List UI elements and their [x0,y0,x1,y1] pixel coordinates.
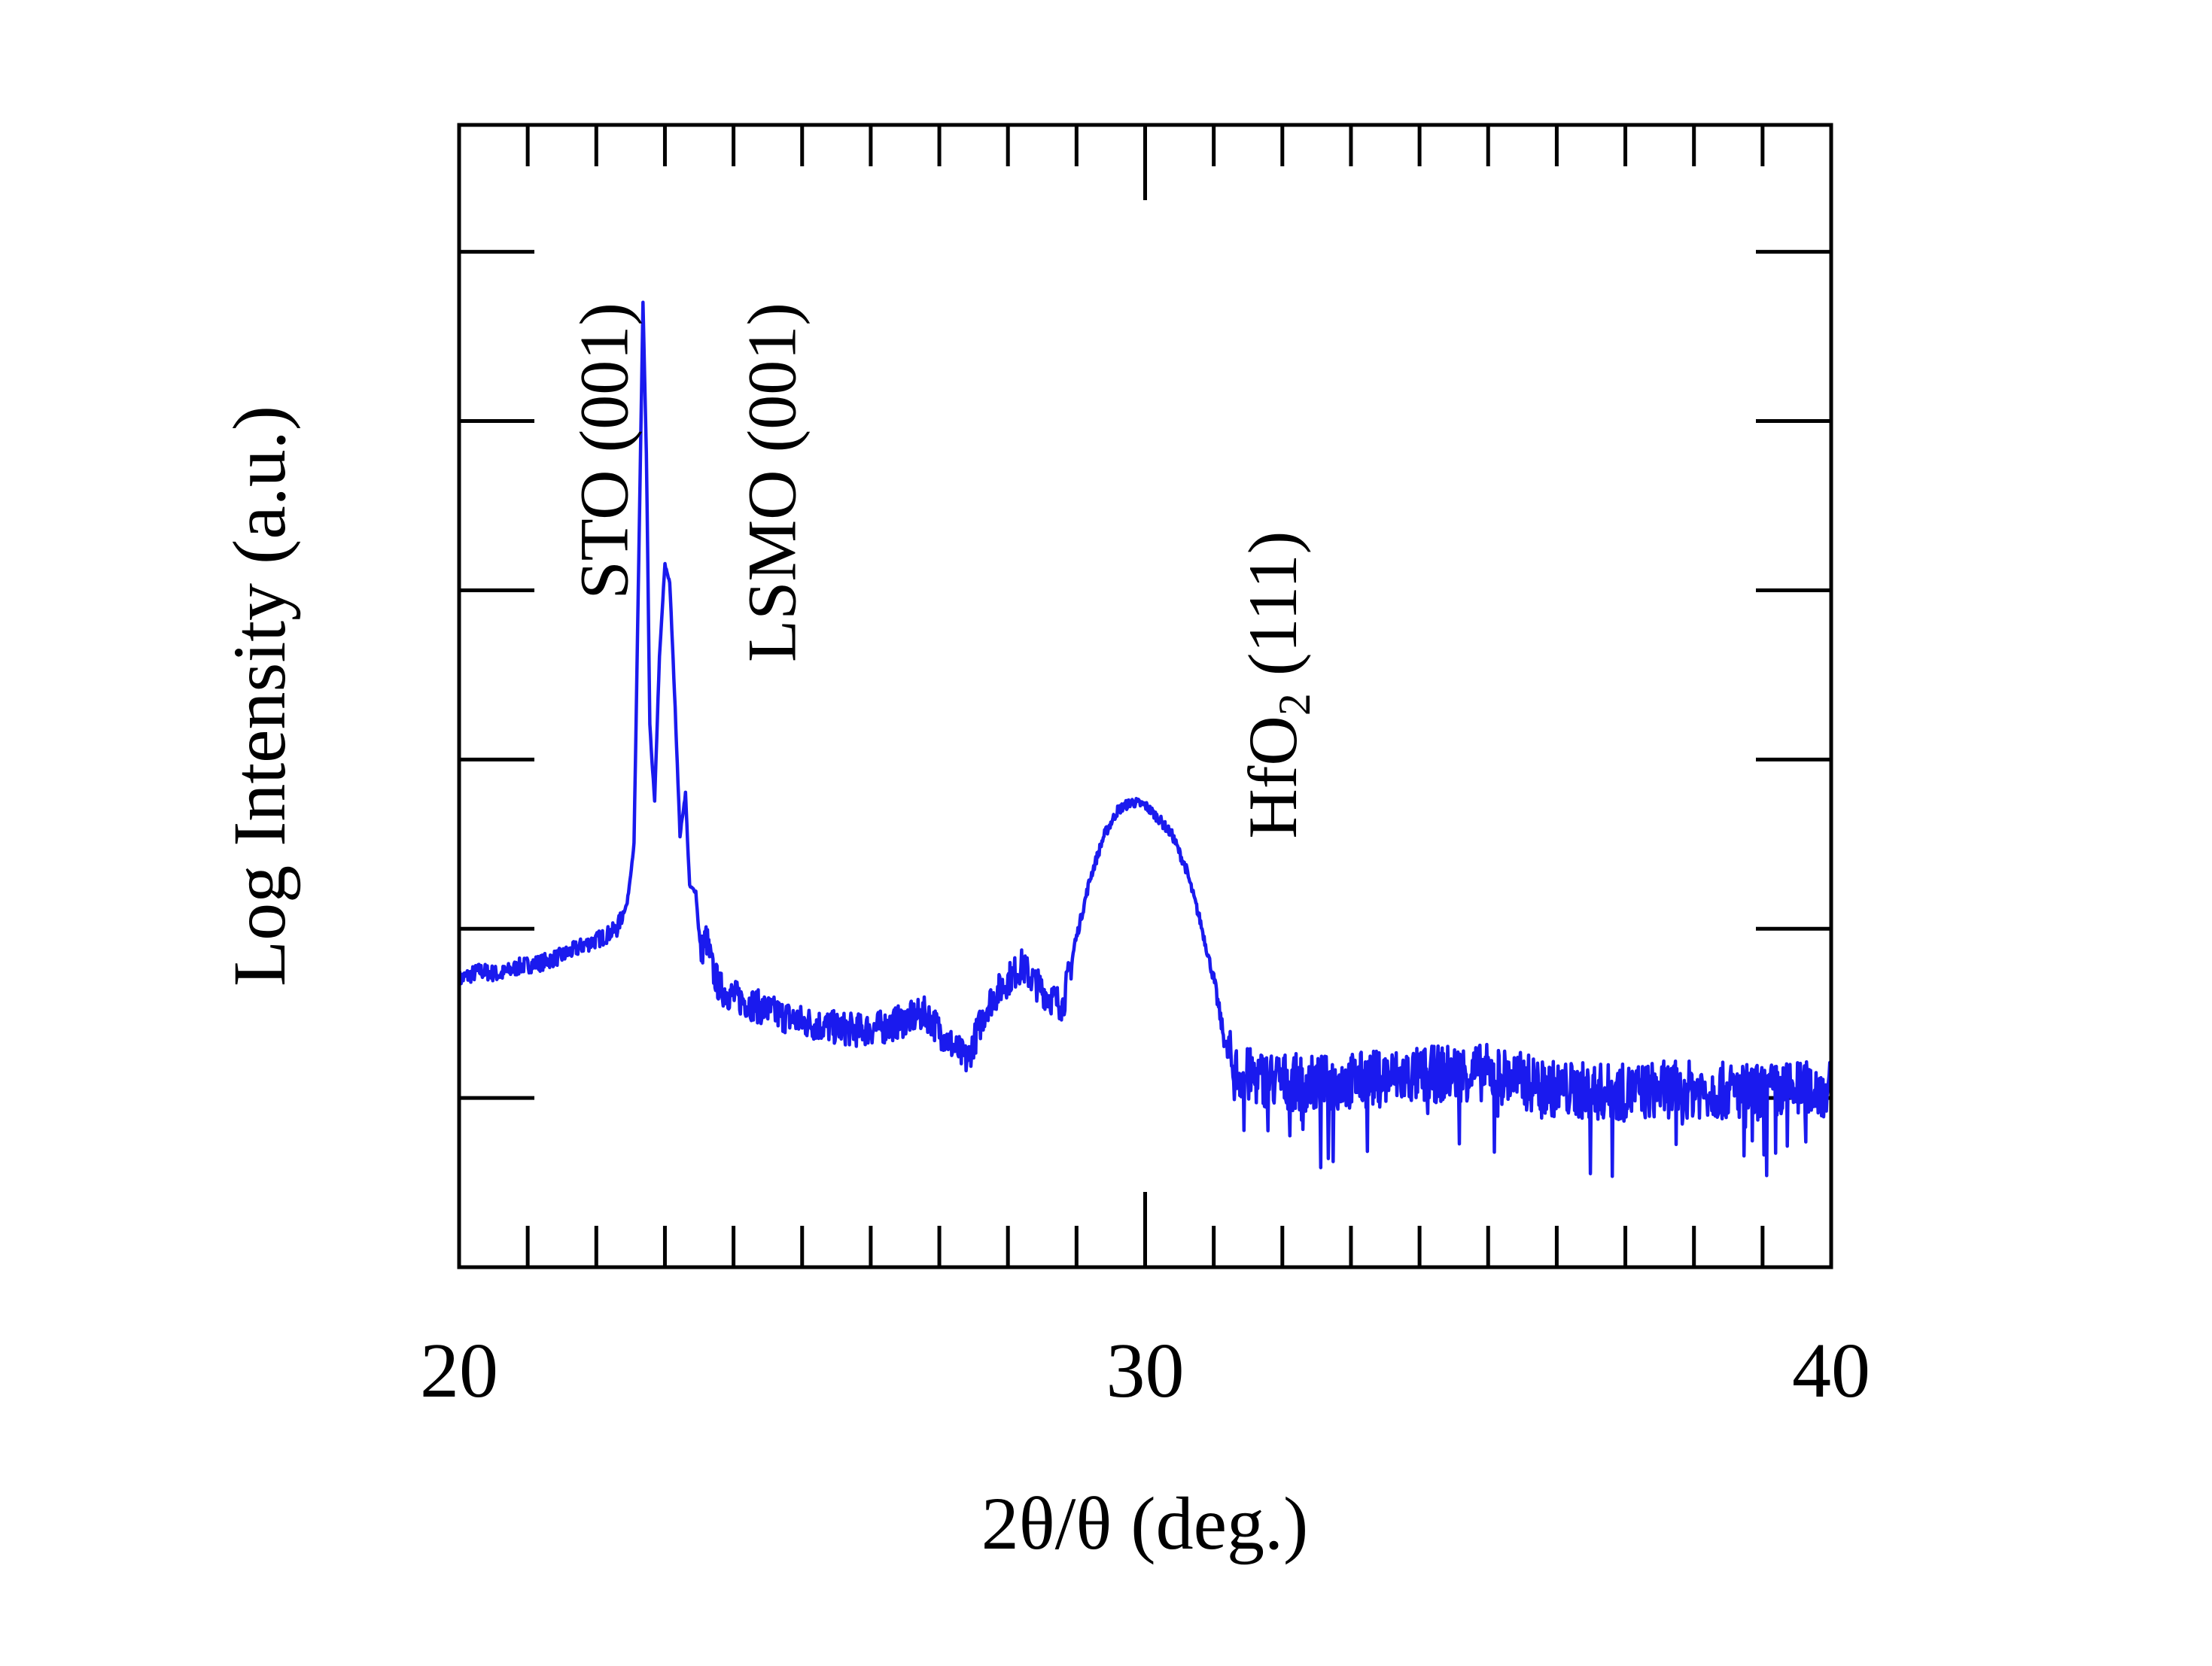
x-tick-label: 30 [1106,1327,1185,1414]
annotation-hfo2-111: HfO2 (111) [1234,531,1319,839]
x-tick-label: 40 [1792,1327,1870,1414]
series-line [457,300,1833,1178]
annotation-hfo2-subscript: 2 [1270,693,1319,716]
y-axis-label: Log Intensity (a.u.) [218,406,301,987]
annotation-hfo2-main: HfO [1234,716,1311,839]
annotation-lsmo-001: LSMO (001) [734,302,811,662]
annotation-sto-001: STO (001) [565,302,642,599]
x-tick-label: 20 [420,1327,498,1414]
plot-frame [457,123,1833,1269]
x-tick-labels: 20 30 40 [420,1327,1870,1414]
annotation-hfo2-tail: (111) [1234,531,1311,693]
axis-ticks [459,125,1831,1267]
x-axis-label: 2θ/θ (deg.) [981,1482,1309,1565]
